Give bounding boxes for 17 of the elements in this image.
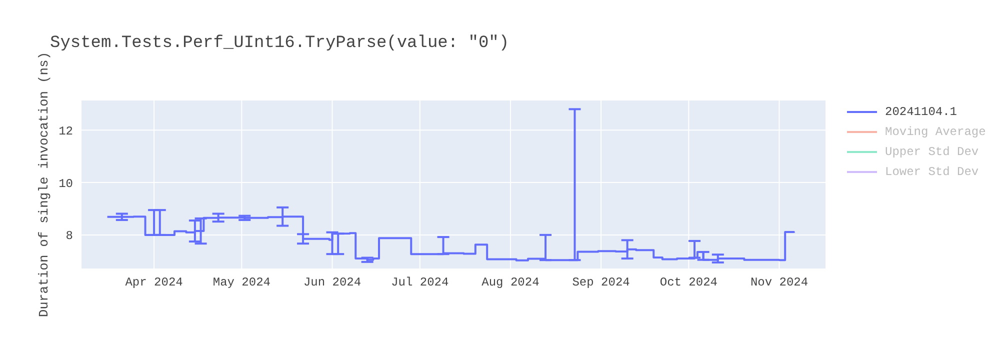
chart-title: System.Tests.Perf_UInt16.TryParse(value: "0")	[50, 34, 510, 53]
legend-label: Lower Std Dev	[885, 165, 979, 179]
legend-label: Upper Std Dev	[885, 145, 979, 159]
y-tick-label: 8	[66, 229, 73, 244]
x-tick-label: Sep 2024	[572, 276, 630, 290]
x-tick-label: Apr 2024	[125, 276, 183, 290]
y-axis-title: Duration of single invocation (ns)	[36, 52, 52, 318]
y-tick-label: 12	[58, 124, 73, 138]
y-tick-label: 10	[58, 176, 73, 191]
x-tick-label: Jul 2024	[391, 276, 449, 290]
x-tick-label: Jun 2024	[303, 276, 362, 290]
x-tick-label: May 2024	[212, 276, 270, 290]
x-tick-label: Oct 2024	[660, 276, 718, 290]
legend-label: 20241104.1	[885, 105, 958, 119]
x-tick-label: Aug 2024	[482, 276, 540, 290]
x-tick-label: Nov 2024	[750, 276, 808, 290]
legend-label: Moving Average	[885, 125, 986, 139]
